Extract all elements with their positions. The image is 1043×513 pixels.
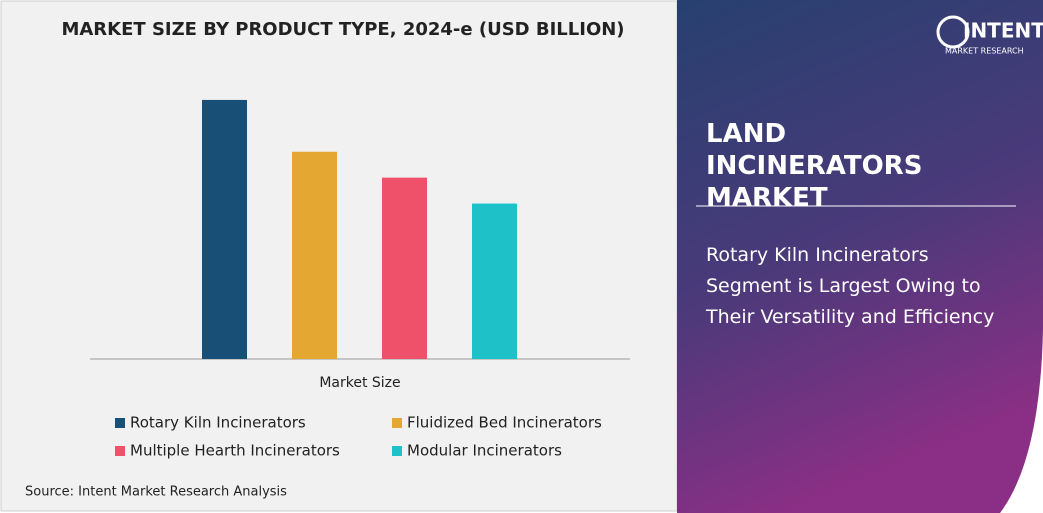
logo-name: INTENT <box>963 19 1043 43</box>
bar <box>202 99 247 359</box>
panel-summary: Rotary Kiln Incinerators Segment is Larg… <box>706 244 995 328</box>
bar <box>292 151 337 359</box>
bar <box>472 203 517 359</box>
chart-title: MARKET SIZE BY PRODUCT TYPE, 2024-e (USD… <box>61 19 624 40</box>
bar <box>382 177 427 359</box>
legend-label: Modular Incinerators <box>407 442 562 460</box>
logo-tagline: MARKET RESEARCH <box>945 47 1024 56</box>
legend-label: Fluidized Bed Incinerators <box>407 414 602 432</box>
legend-swatch <box>392 446 402 456</box>
legend-label: Multiple Hearth Incinerators <box>130 442 340 460</box>
legend-swatch <box>392 418 402 428</box>
logo-icon <box>936 15 970 49</box>
x-axis-label: Market Size <box>319 375 400 391</box>
source: Source: Intent Market Research Analysis <box>25 485 287 500</box>
legend-swatch <box>115 418 125 428</box>
legend-label: Rotary Kiln Incinerators <box>130 414 306 432</box>
panel-title: LAND INCINERATORS MARKET <box>706 119 923 213</box>
legend-swatch <box>115 446 125 456</box>
side-panel <box>677 0 1043 513</box>
chart-panel <box>0 0 678 512</box>
